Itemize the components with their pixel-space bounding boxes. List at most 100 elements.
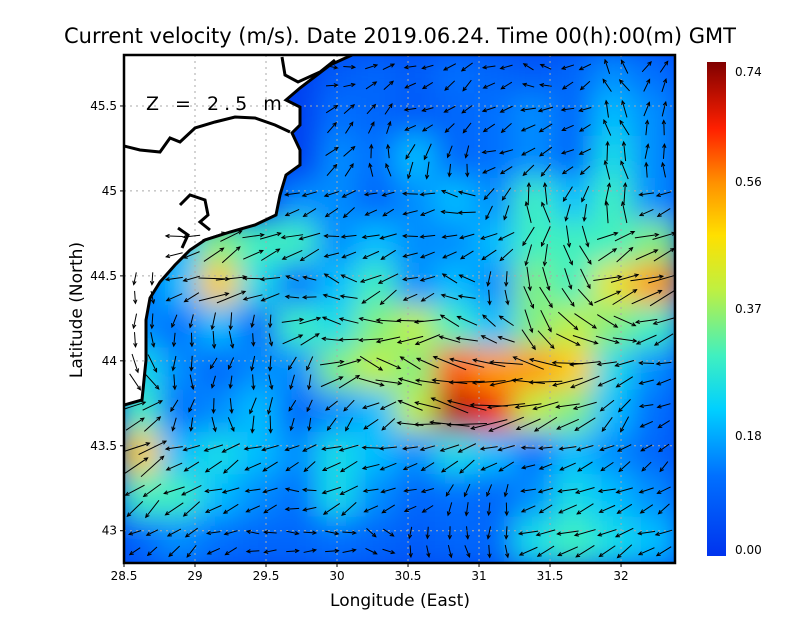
velocity-arrow (320, 376, 344, 388)
velocity-arrow (459, 250, 474, 260)
velocity-arrow (593, 274, 623, 281)
velocity-arrow (171, 417, 177, 432)
velocity-arrow (189, 332, 194, 348)
velocity-arrow (520, 107, 536, 112)
velocity-arrow (402, 446, 418, 451)
velocity-arrow (486, 484, 493, 498)
velocity-arrow (604, 182, 611, 205)
velocity-arrow (303, 461, 316, 473)
velocity-arrow (620, 160, 629, 180)
velocity-arrow (526, 181, 532, 205)
velocity-arrow (146, 546, 158, 557)
velocity-arrow (447, 526, 452, 540)
velocity-arrow (386, 120, 392, 134)
velocity-arrow (579, 165, 591, 176)
speed-cell (631, 474, 675, 525)
velocity-arrow (164, 276, 183, 282)
velocity-arrow (578, 124, 591, 132)
velocity-arrow (244, 488, 261, 493)
velocity-arrow (517, 530, 539, 536)
velocity-arrow (522, 164, 535, 177)
velocity-arrow (522, 63, 534, 71)
velocity-arrow (261, 445, 279, 452)
velocity-arrow (604, 200, 609, 224)
velocity-arrow (612, 337, 638, 343)
velocity-arrow (463, 483, 471, 498)
chart-title: Current velocity (m/s). Date 2019.06.24.… (64, 24, 736, 48)
velocity-arrow (302, 444, 317, 452)
x-tick-label: 31.5 (537, 569, 564, 583)
velocity-arrow (298, 232, 321, 241)
velocity-arrow (617, 399, 631, 413)
velocity-arrow (638, 379, 654, 385)
velocity-arrow (343, 399, 355, 412)
velocity-arrow (498, 315, 514, 327)
velocity-arrow (345, 121, 354, 134)
velocity-arrow (441, 234, 458, 239)
velocity-arrow (407, 526, 413, 540)
velocity-arrow (558, 446, 577, 451)
velocity-arrow (612, 289, 638, 306)
velocity-arrow (520, 124, 536, 132)
velocity-arrow (284, 294, 300, 299)
velocity-arrow (562, 186, 573, 203)
velocity-arrow (382, 63, 396, 71)
velocity-arrow (321, 446, 342, 451)
velocity-arrow (150, 332, 156, 348)
velocity-arrow (182, 445, 201, 452)
velocity-arrow (535, 529, 556, 537)
velocity-arrow (656, 378, 672, 386)
coastline-north (124, 115, 291, 154)
velocity-arrow (337, 358, 362, 367)
velocity-arrow (521, 329, 536, 351)
velocity-arrow (521, 82, 535, 88)
velocity-arrow (610, 273, 640, 283)
velocity-arrow (363, 192, 378, 197)
velocity-arrow (242, 276, 263, 281)
velocity-arrow (307, 374, 312, 391)
velocity-arrow (656, 486, 671, 494)
velocity-arrow (228, 312, 233, 331)
velocity-arrow (482, 123, 496, 133)
velocity-arrow (211, 398, 216, 415)
x-tick-label: 30.5 (395, 569, 422, 583)
velocity-arrow (574, 313, 597, 329)
velocity-arrow (307, 417, 312, 432)
velocity-arrow (383, 528, 395, 537)
velocity-arrow (362, 488, 379, 493)
velocity-arrow (289, 418, 295, 432)
velocity-arrow (382, 548, 396, 555)
velocity-arrow (301, 487, 317, 493)
velocity-arrow (326, 417, 337, 432)
speed-cell (631, 389, 675, 440)
velocity-arrow (133, 290, 138, 305)
velocity-arrow (604, 99, 609, 118)
velocity-arrow (462, 79, 472, 92)
velocity-arrow (164, 446, 183, 451)
velocity-arrow (599, 399, 615, 412)
velocity-arrow (204, 504, 222, 513)
velocity-arrow (605, 140, 610, 162)
velocity-arrow (259, 232, 282, 240)
velocity-arrow (656, 208, 671, 217)
velocity-arrow (182, 275, 201, 283)
velocity-arrow (522, 226, 535, 247)
velocity-arrow (644, 143, 650, 159)
velocity-arrow (618, 461, 631, 473)
velocity-arrow (639, 420, 653, 428)
velocity-arrow (560, 64, 575, 70)
velocity-arrow (413, 318, 441, 325)
velocity-arrow (540, 164, 551, 177)
velocity-arrow (413, 422, 441, 427)
velocity-arrow (186, 545, 197, 558)
velocity-arrow (421, 124, 434, 132)
velocity-arrow (572, 401, 597, 410)
velocity-arrow (124, 401, 147, 410)
velocity-arrow (325, 548, 340, 554)
velocity-arrow (221, 246, 241, 264)
velocity-arrow (561, 81, 574, 90)
velocity-arrow (652, 231, 675, 240)
velocity-arrow (560, 149, 575, 155)
velocity-arrow (639, 504, 654, 514)
